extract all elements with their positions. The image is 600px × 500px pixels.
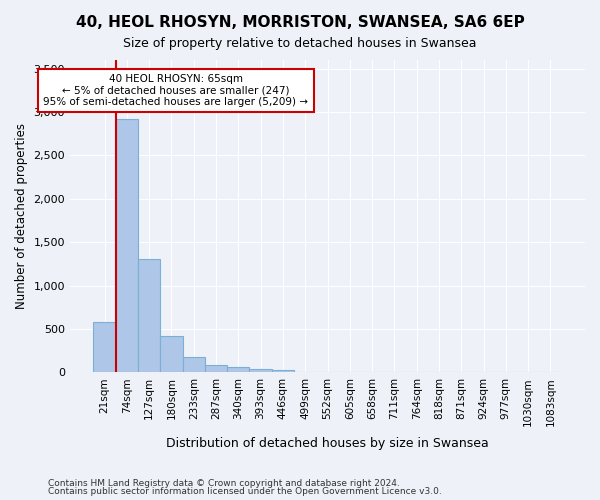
Bar	[250, 369, 272, 372]
X-axis label: Distribution of detached houses by size in Swansea: Distribution of detached houses by size …	[166, 437, 489, 450]
Bar	[182, 357, 205, 372]
Y-axis label: Number of detached properties: Number of detached properties	[15, 123, 28, 309]
Bar	[116, 119, 138, 372]
Bar	[205, 364, 227, 372]
Bar	[272, 370, 294, 372]
Text: Contains public sector information licensed under the Open Government Licence v3: Contains public sector information licen…	[48, 487, 442, 496]
Bar	[160, 336, 182, 372]
Bar	[94, 322, 116, 372]
Text: Contains HM Land Registry data © Crown copyright and database right 2024.: Contains HM Land Registry data © Crown c…	[48, 478, 400, 488]
Text: Size of property relative to detached houses in Swansea: Size of property relative to detached ho…	[123, 38, 477, 51]
Bar	[227, 367, 250, 372]
Bar	[138, 258, 160, 372]
Text: 40 HEOL RHOSYN: 65sqm
← 5% of detached houses are smaller (247)
95% of semi-deta: 40 HEOL RHOSYN: 65sqm ← 5% of detached h…	[43, 74, 308, 107]
Text: 40, HEOL RHOSYN, MORRISTON, SWANSEA, SA6 6EP: 40, HEOL RHOSYN, MORRISTON, SWANSEA, SA6…	[76, 15, 524, 30]
